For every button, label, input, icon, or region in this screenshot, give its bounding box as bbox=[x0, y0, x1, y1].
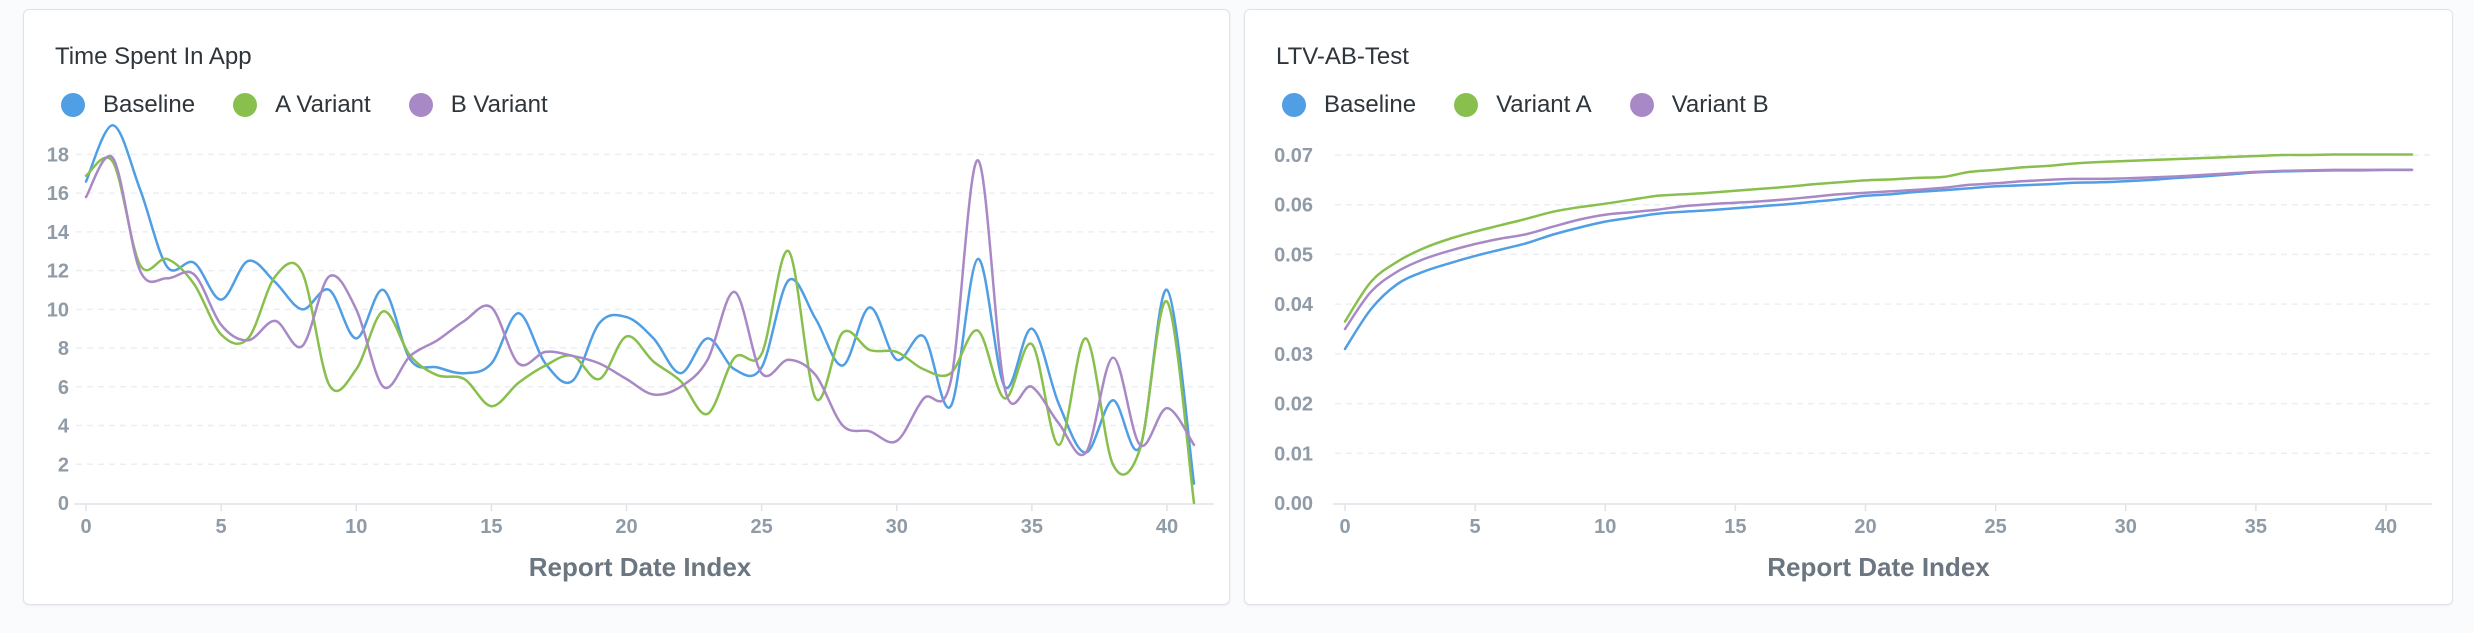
chart-title[interactable]: LTV-AB-Test bbox=[1276, 43, 1409, 70]
legend-dot-variant-b bbox=[1629, 93, 1654, 117]
legend-item-variant-a[interactable]: Variant A bbox=[1454, 91, 1592, 119]
legend-label: A Variant bbox=[275, 91, 371, 118]
x-tick-label: 5 bbox=[1470, 516, 1481, 538]
x-tick-label: 35 bbox=[2245, 516, 2267, 538]
legend-dot-baseline bbox=[61, 93, 85, 117]
legend-dot-baseline bbox=[1282, 93, 1306, 117]
legend-item-b-variant[interactable]: B Variant bbox=[408, 91, 548, 119]
y-tick-label: 0.03 bbox=[1274, 344, 1313, 366]
x-tick-label: 5 bbox=[216, 516, 227, 538]
x-tick-label: 20 bbox=[615, 516, 637, 538]
x-tick-label: 40 bbox=[1156, 516, 1178, 538]
legend-item-variant-b[interactable]: Variant B bbox=[1629, 91, 1769, 119]
series-line-a-variant bbox=[84, 156, 1196, 505]
x-tick-label: 30 bbox=[2115, 516, 2137, 538]
legend-label: B Variant bbox=[450, 91, 548, 118]
legend-label: Baseline bbox=[103, 91, 196, 118]
chart-title[interactable]: Time Spent In App bbox=[55, 43, 252, 70]
y-tick-label: 18 bbox=[47, 144, 69, 166]
y-tick-label: 0.01 bbox=[1274, 443, 1313, 465]
x-axis-label: Report Date Index bbox=[1767, 552, 1990, 582]
legend-item-baseline[interactable]: Baseline bbox=[1282, 91, 1416, 119]
legend-dot-b-variant bbox=[408, 93, 433, 117]
chart-legend: Baseline Variant A Variant B bbox=[1282, 91, 1807, 119]
series-line-variant-a bbox=[1343, 153, 2414, 323]
legend-dot-a-variant bbox=[233, 93, 258, 117]
y-tick-label: 16 bbox=[47, 183, 69, 205]
legend-item-baseline[interactable]: Baseline bbox=[61, 91, 195, 119]
y-tick-label: 0.06 bbox=[1274, 195, 1313, 217]
line-chart-time-spent: 0 2 4 6 8 10 12 14 16 18 0 5 10 15 20 25 30 35 40 Report Da… bbox=[47, 124, 1214, 582]
x-tick-label: 25 bbox=[1984, 516, 2006, 538]
legend-label: Variant B bbox=[1671, 91, 1769, 118]
x-tick-label: 40 bbox=[2375, 516, 2397, 538]
y-tick-label: 6 bbox=[58, 377, 69, 399]
legend-label: Variant A bbox=[1496, 91, 1592, 118]
y-tick-label: 0.02 bbox=[1274, 394, 1313, 416]
x-tick-label: 10 bbox=[345, 516, 367, 538]
x-tick-label: 0 bbox=[1339, 516, 1350, 538]
y-tick-label: 0.00 bbox=[1274, 493, 1313, 515]
y-tick-label: 0.07 bbox=[1274, 145, 1313, 167]
y-tick-label: 10 bbox=[47, 299, 69, 321]
x-tick-label: 20 bbox=[1854, 516, 1876, 538]
legend-dot-variant-a bbox=[1454, 93, 1479, 117]
y-tick-label: 14 bbox=[47, 222, 70, 244]
x-tick-label: 35 bbox=[1021, 516, 1043, 538]
y-tick-label: 12 bbox=[47, 261, 69, 283]
y-tick-label: 0.04 bbox=[1274, 294, 1314, 316]
line-chart-ltv-ab-test: 0.00 0.01 0.02 0.03 0.04 0.05 0.06 0.07 0 5 10 15 20… bbox=[1274, 145, 2432, 582]
y-tick-label: 4 bbox=[58, 416, 70, 438]
x-tick-label: 25 bbox=[750, 516, 772, 538]
series-line-baseline bbox=[84, 124, 1196, 485]
series-line-variant-b bbox=[1343, 168, 2414, 331]
x-tick-label: 15 bbox=[1724, 516, 1746, 538]
x-tick-label: 10 bbox=[1594, 516, 1616, 538]
chart-card-ltv-ab-test: LTV-AB-Test Baseline Variant A Variant B… bbox=[1244, 9, 2453, 605]
x-tick-label: 30 bbox=[886, 516, 908, 538]
x-tick-label: 0 bbox=[80, 516, 91, 538]
x-axis-label: Report Date Index bbox=[529, 552, 752, 582]
y-tick-label: 2 bbox=[58, 454, 69, 476]
y-tick-label: 8 bbox=[58, 338, 69, 360]
y-tick-label: 0.05 bbox=[1274, 244, 1313, 266]
x-tick-label: 15 bbox=[480, 516, 502, 538]
chart-legend: Baseline A Variant B Variant bbox=[61, 91, 586, 119]
y-tick-label: 0 bbox=[58, 493, 69, 515]
legend-item-a-variant[interactable]: A Variant bbox=[233, 91, 371, 119]
series-line-b-variant bbox=[84, 154, 1196, 457]
legend-label: Baseline bbox=[1324, 91, 1417, 118]
series-line-baseline bbox=[1343, 168, 2414, 351]
chart-card-time-spent: Time Spent In App Baseline A Variant B V… bbox=[23, 9, 1230, 605]
